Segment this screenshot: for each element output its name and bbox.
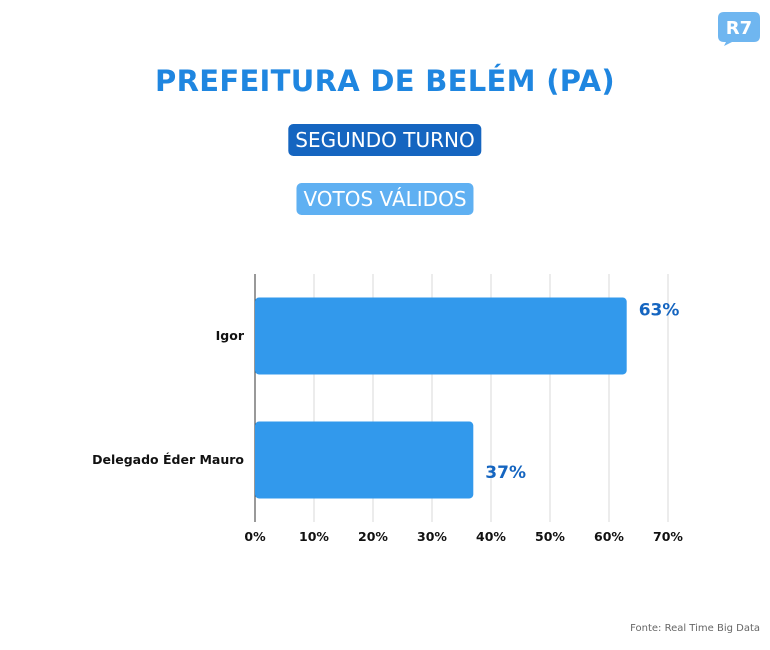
r7-logo: R7	[718, 12, 760, 46]
data-label-1: 37%	[485, 463, 526, 483]
x-tick-label-6: 60%	[594, 529, 624, 544]
x-tick-label-3: 30%	[417, 529, 447, 544]
logo-bubble-shape	[718, 12, 760, 46]
x-tick-label-1: 10%	[299, 529, 329, 544]
x-tick-label-2: 20%	[358, 529, 388, 544]
x-tick-label-0: 0%	[244, 529, 266, 544]
data-label-0: 63%	[639, 301, 680, 321]
bar-1	[255, 421, 474, 499]
page-title: PREFEITURA DE BELÉM (PA)	[155, 64, 615, 98]
x-tick-label-7: 70%	[653, 529, 683, 544]
category-label-1: Delegado Éder Mauro	[92, 452, 244, 467]
metric-badge: VOTOS VÁLIDOS	[296, 183, 474, 215]
logo-text: R7	[726, 18, 752, 39]
round-badge: SEGUNDO TURNO	[288, 124, 482, 156]
bar-0	[255, 297, 627, 375]
category-label-0: Igor	[216, 328, 245, 343]
x-tick-label-4: 40%	[476, 529, 506, 544]
bar-chart: Igor 63% Delegado Éder Mauro 37% 0% 10% 20% 30%…	[92, 274, 683, 544]
x-tick-label-5: 50%	[535, 529, 565, 544]
source-note: Fonte: Real Time Big Data	[630, 623, 760, 634]
